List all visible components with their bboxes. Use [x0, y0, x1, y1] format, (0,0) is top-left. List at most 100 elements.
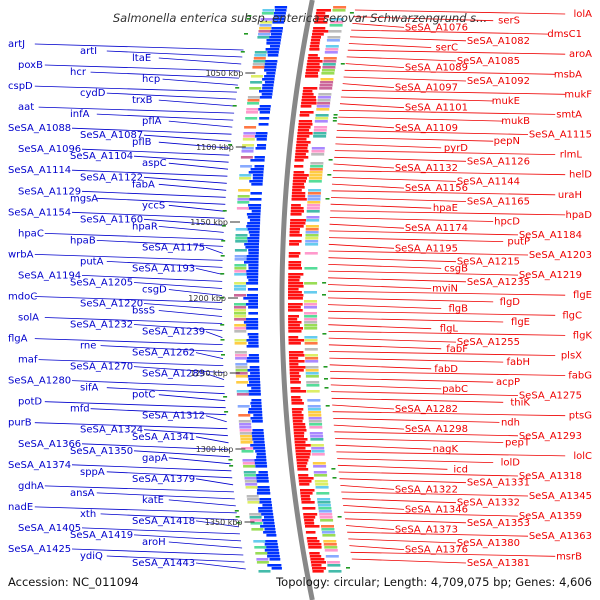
reverse-tick-mark	[323, 366, 328, 368]
reverse-gene-label: hpaD	[565, 210, 592, 221]
forward-leader-line	[34, 296, 223, 303]
reverse-cog-mark	[316, 108, 330, 111]
forward-cds-mark	[244, 324, 259, 327]
reverse-cds-mark	[289, 372, 300, 375]
forward-gene-label: SeSA_A1087	[80, 130, 143, 141]
reverse-gene-label: csgB	[444, 263, 468, 274]
reverse-cog-mark	[332, 9, 346, 12]
reverse-cog-mark	[313, 129, 327, 132]
forward-cog-mark	[241, 450, 254, 453]
reverse-gene-label: fabD	[434, 364, 458, 375]
forward-cds-mark	[250, 402, 262, 405]
forward-gene-label: ydiQ	[80, 551, 103, 562]
forward-gene-label: SeSA_A1419	[70, 530, 133, 541]
forward-cog-mark	[240, 165, 253, 168]
reverse-cds-mark	[290, 219, 306, 222]
forward-cds-mark	[274, 12, 286, 15]
reverse-cds-mark	[296, 462, 308, 465]
forward-cds-mark	[272, 21, 285, 24]
forward-cog-mark	[240, 441, 253, 444]
forward-leader-line	[195, 520, 239, 528]
forward-cds-mark	[257, 501, 272, 504]
forward-leader-line	[133, 324, 223, 331]
reverse-cog-mark	[309, 174, 323, 177]
genome-summary-label: Topology: circular; Length: 4,709,075 bp…	[275, 575, 592, 589]
forward-tick-mark	[221, 354, 225, 356]
reverse-cog-mark	[307, 201, 321, 204]
reverse-cog-mark	[319, 513, 333, 516]
reverse-cog-mark	[317, 102, 331, 105]
forward-cds-mark	[254, 165, 265, 168]
reverse-cds-mark	[288, 288, 299, 291]
forward-cds-mark	[264, 60, 278, 63]
forward-cog-mark	[234, 324, 247, 327]
forward-cds-mark	[248, 249, 259, 252]
forward-gene-label: SeSA_A1443	[132, 558, 195, 569]
reverse-gene-label: SeSA_A1298	[405, 424, 468, 435]
reverse-gene-label: fabF	[446, 344, 468, 355]
reverse-cog-mark	[320, 81, 334, 84]
forward-leader-line	[96, 113, 234, 121]
forward-cog-mark	[236, 393, 249, 396]
reverse-leader-line	[328, 317, 504, 323]
reverse-cds-mark	[293, 423, 306, 426]
forward-cds-mark	[253, 414, 263, 417]
reverse-leader-line	[332, 411, 566, 417]
forward-gene-label: hcr	[70, 67, 87, 78]
forward-leader-line	[106, 50, 243, 58]
reverse-cog-mark	[318, 507, 332, 510]
reverse-cds-mark	[299, 114, 310, 117]
reverse-cog-mark	[305, 243, 319, 246]
forward-cds-mark	[266, 534, 277, 537]
forward-cog-mark	[234, 255, 247, 258]
reverse-gene-label: SeSA_A1097	[395, 83, 458, 94]
forward-leader-line	[34, 254, 223, 261]
reverse-leader-line	[339, 110, 556, 115]
forward-gene-label: SeSA_A1312	[142, 411, 205, 422]
forward-gene-label: SeSA_A1232	[70, 320, 133, 331]
forward-gene-label: SeSA_A1129	[18, 186, 81, 197]
forward-gene-label: katE	[142, 495, 164, 506]
reverse-cds-mark	[289, 357, 299, 360]
reverse-gene-label: lolA	[573, 9, 592, 20]
forward-cds-mark	[260, 525, 275, 528]
reverse-cds-mark	[315, 15, 329, 18]
reverse-cds-mark	[297, 465, 307, 468]
reverse-cds-mark	[299, 483, 310, 486]
forward-cds-mark	[248, 336, 259, 339]
reverse-cog-mark	[326, 39, 340, 42]
forward-cds-mark	[266, 42, 281, 45]
reverse-cds-mark	[292, 180, 306, 183]
feature-tracks	[220, 6, 354, 573]
reverse-cog-mark	[319, 84, 333, 87]
forward-cog-mark	[234, 351, 247, 354]
reverse-cog-mark	[304, 321, 318, 324]
reverse-cds-mark	[305, 69, 320, 72]
forward-leader-line	[38, 106, 235, 114]
forward-cog-mark	[239, 426, 252, 429]
forward-leader-line	[81, 275, 223, 282]
reverse-leader-line	[346, 525, 395, 530]
reverse-leader-line	[334, 150, 556, 155]
forward-cds-mark	[247, 375, 260, 378]
reverse-cds-mark	[291, 204, 301, 207]
reverse-cog-mark	[310, 444, 324, 447]
reverse-leader-line	[336, 451, 566, 457]
forward-leader-line	[44, 233, 224, 240]
forward-leader-line	[143, 218, 225, 226]
forward-tick-mark	[234, 510, 239, 512]
reverse-gene-label: SeSA_A1115	[529, 130, 592, 141]
reverse-leader-line	[332, 170, 566, 176]
reverse-gene-label: SeSA_A1275	[519, 391, 582, 402]
reverse-cog-mark	[306, 381, 320, 384]
reverse-gene-label: flgD	[500, 297, 521, 308]
reverse-cog-mark	[313, 465, 327, 468]
forward-cds-mark	[248, 267, 259, 270]
forward-leader-line	[71, 211, 225, 219]
reverse-cds-mark	[291, 402, 304, 405]
reverse-gene-label: SeSA_A1092	[467, 76, 530, 87]
reverse-tick-mark	[349, 12, 354, 14]
scale-label: 1200 kbp	[188, 294, 226, 303]
label-leader-lines	[34, 9, 566, 570]
reverse-cog-mark	[308, 180, 322, 183]
